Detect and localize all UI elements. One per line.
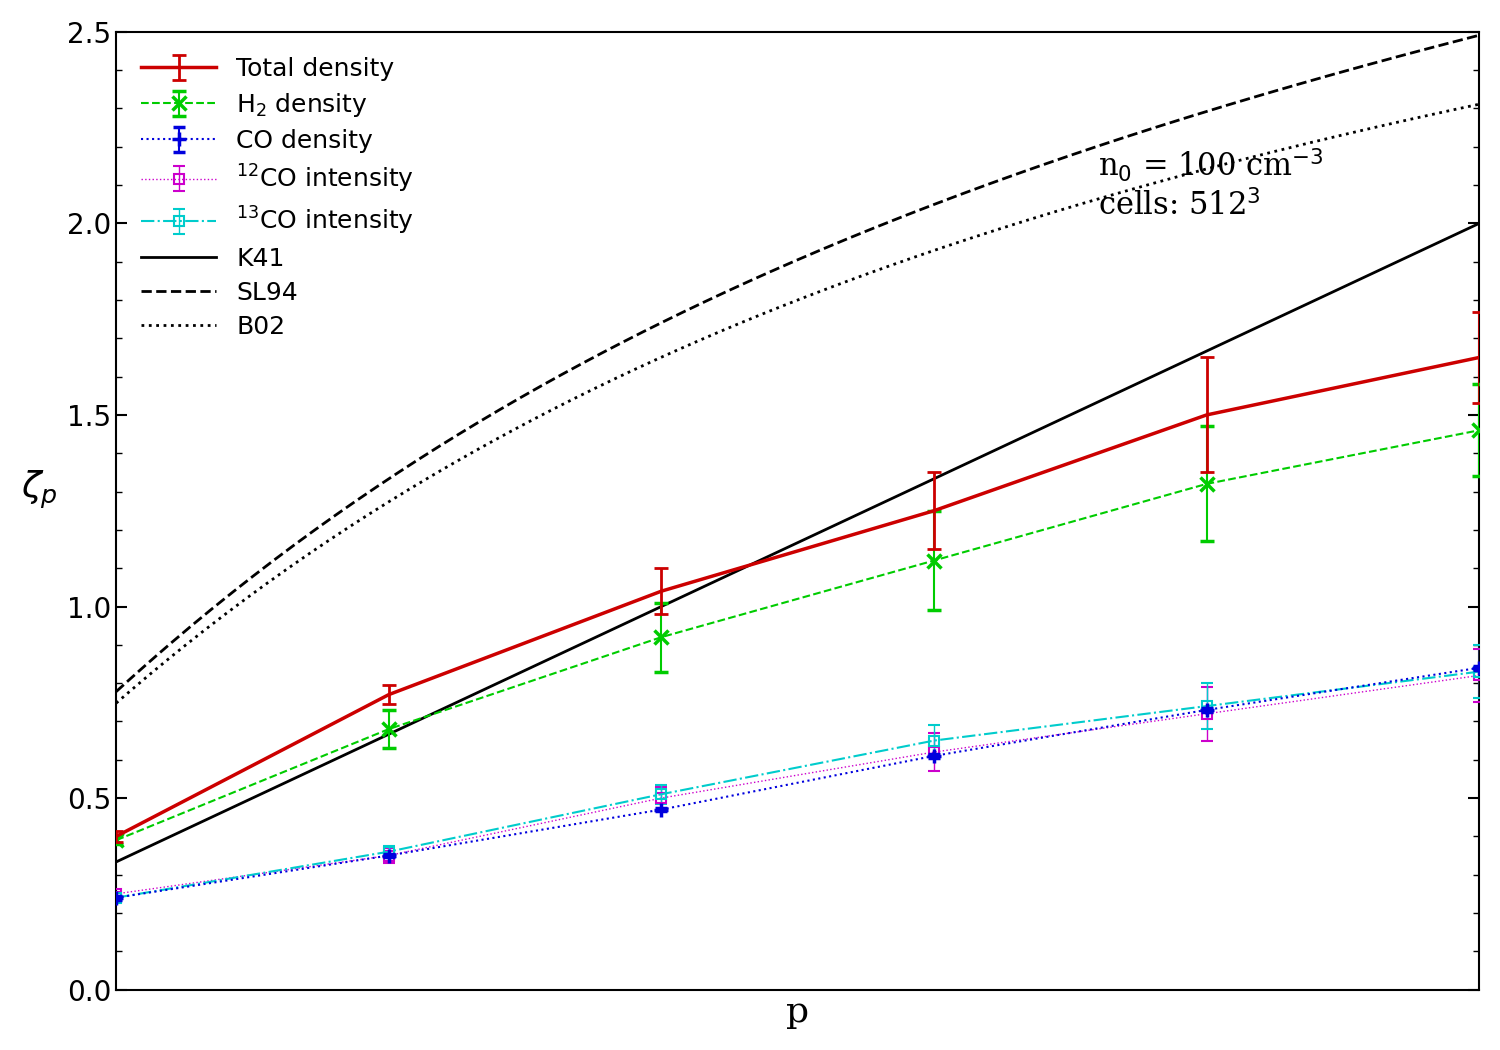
SL94	[1470, 29, 1488, 42]
B02	[189, 629, 207, 642]
Text: n$_0$ = 100 cm$^{-3}$
cells: 512$^3$: n$_0$ = 100 cm$^{-3}$ cells: 512$^3$	[1098, 147, 1323, 222]
B02	[470, 442, 488, 455]
B02	[1353, 124, 1371, 136]
SL94	[1353, 60, 1371, 72]
Line: K41: K41	[116, 224, 1479, 862]
Line: SL94: SL94	[116, 36, 1479, 692]
SL94	[470, 416, 488, 428]
X-axis label: p: p	[786, 995, 808, 1029]
SL94	[1401, 47, 1419, 60]
Y-axis label: $\zeta_p$: $\zeta_p$	[21, 468, 57, 510]
B02	[360, 507, 378, 520]
Legend: Total density, H$_2$ density, CO density, $^{12}$CO intensity, $^{13}$CO intensi: Total density, H$_2$ density, CO density…	[129, 44, 426, 352]
SL94	[189, 613, 207, 626]
K41	[470, 686, 488, 698]
SL94	[106, 686, 124, 698]
K41	[162, 830, 180, 842]
B02	[1401, 113, 1419, 126]
K41	[1470, 217, 1488, 230]
Line: B02: B02	[116, 104, 1479, 704]
B02	[106, 697, 124, 710]
K41	[1401, 249, 1419, 261]
K41	[360, 737, 378, 750]
SL94	[360, 485, 378, 498]
SL94	[162, 636, 180, 649]
B02	[162, 651, 180, 664]
K41	[1353, 272, 1371, 285]
B02	[1470, 98, 1488, 110]
K41	[106, 856, 124, 868]
K41	[189, 817, 207, 830]
